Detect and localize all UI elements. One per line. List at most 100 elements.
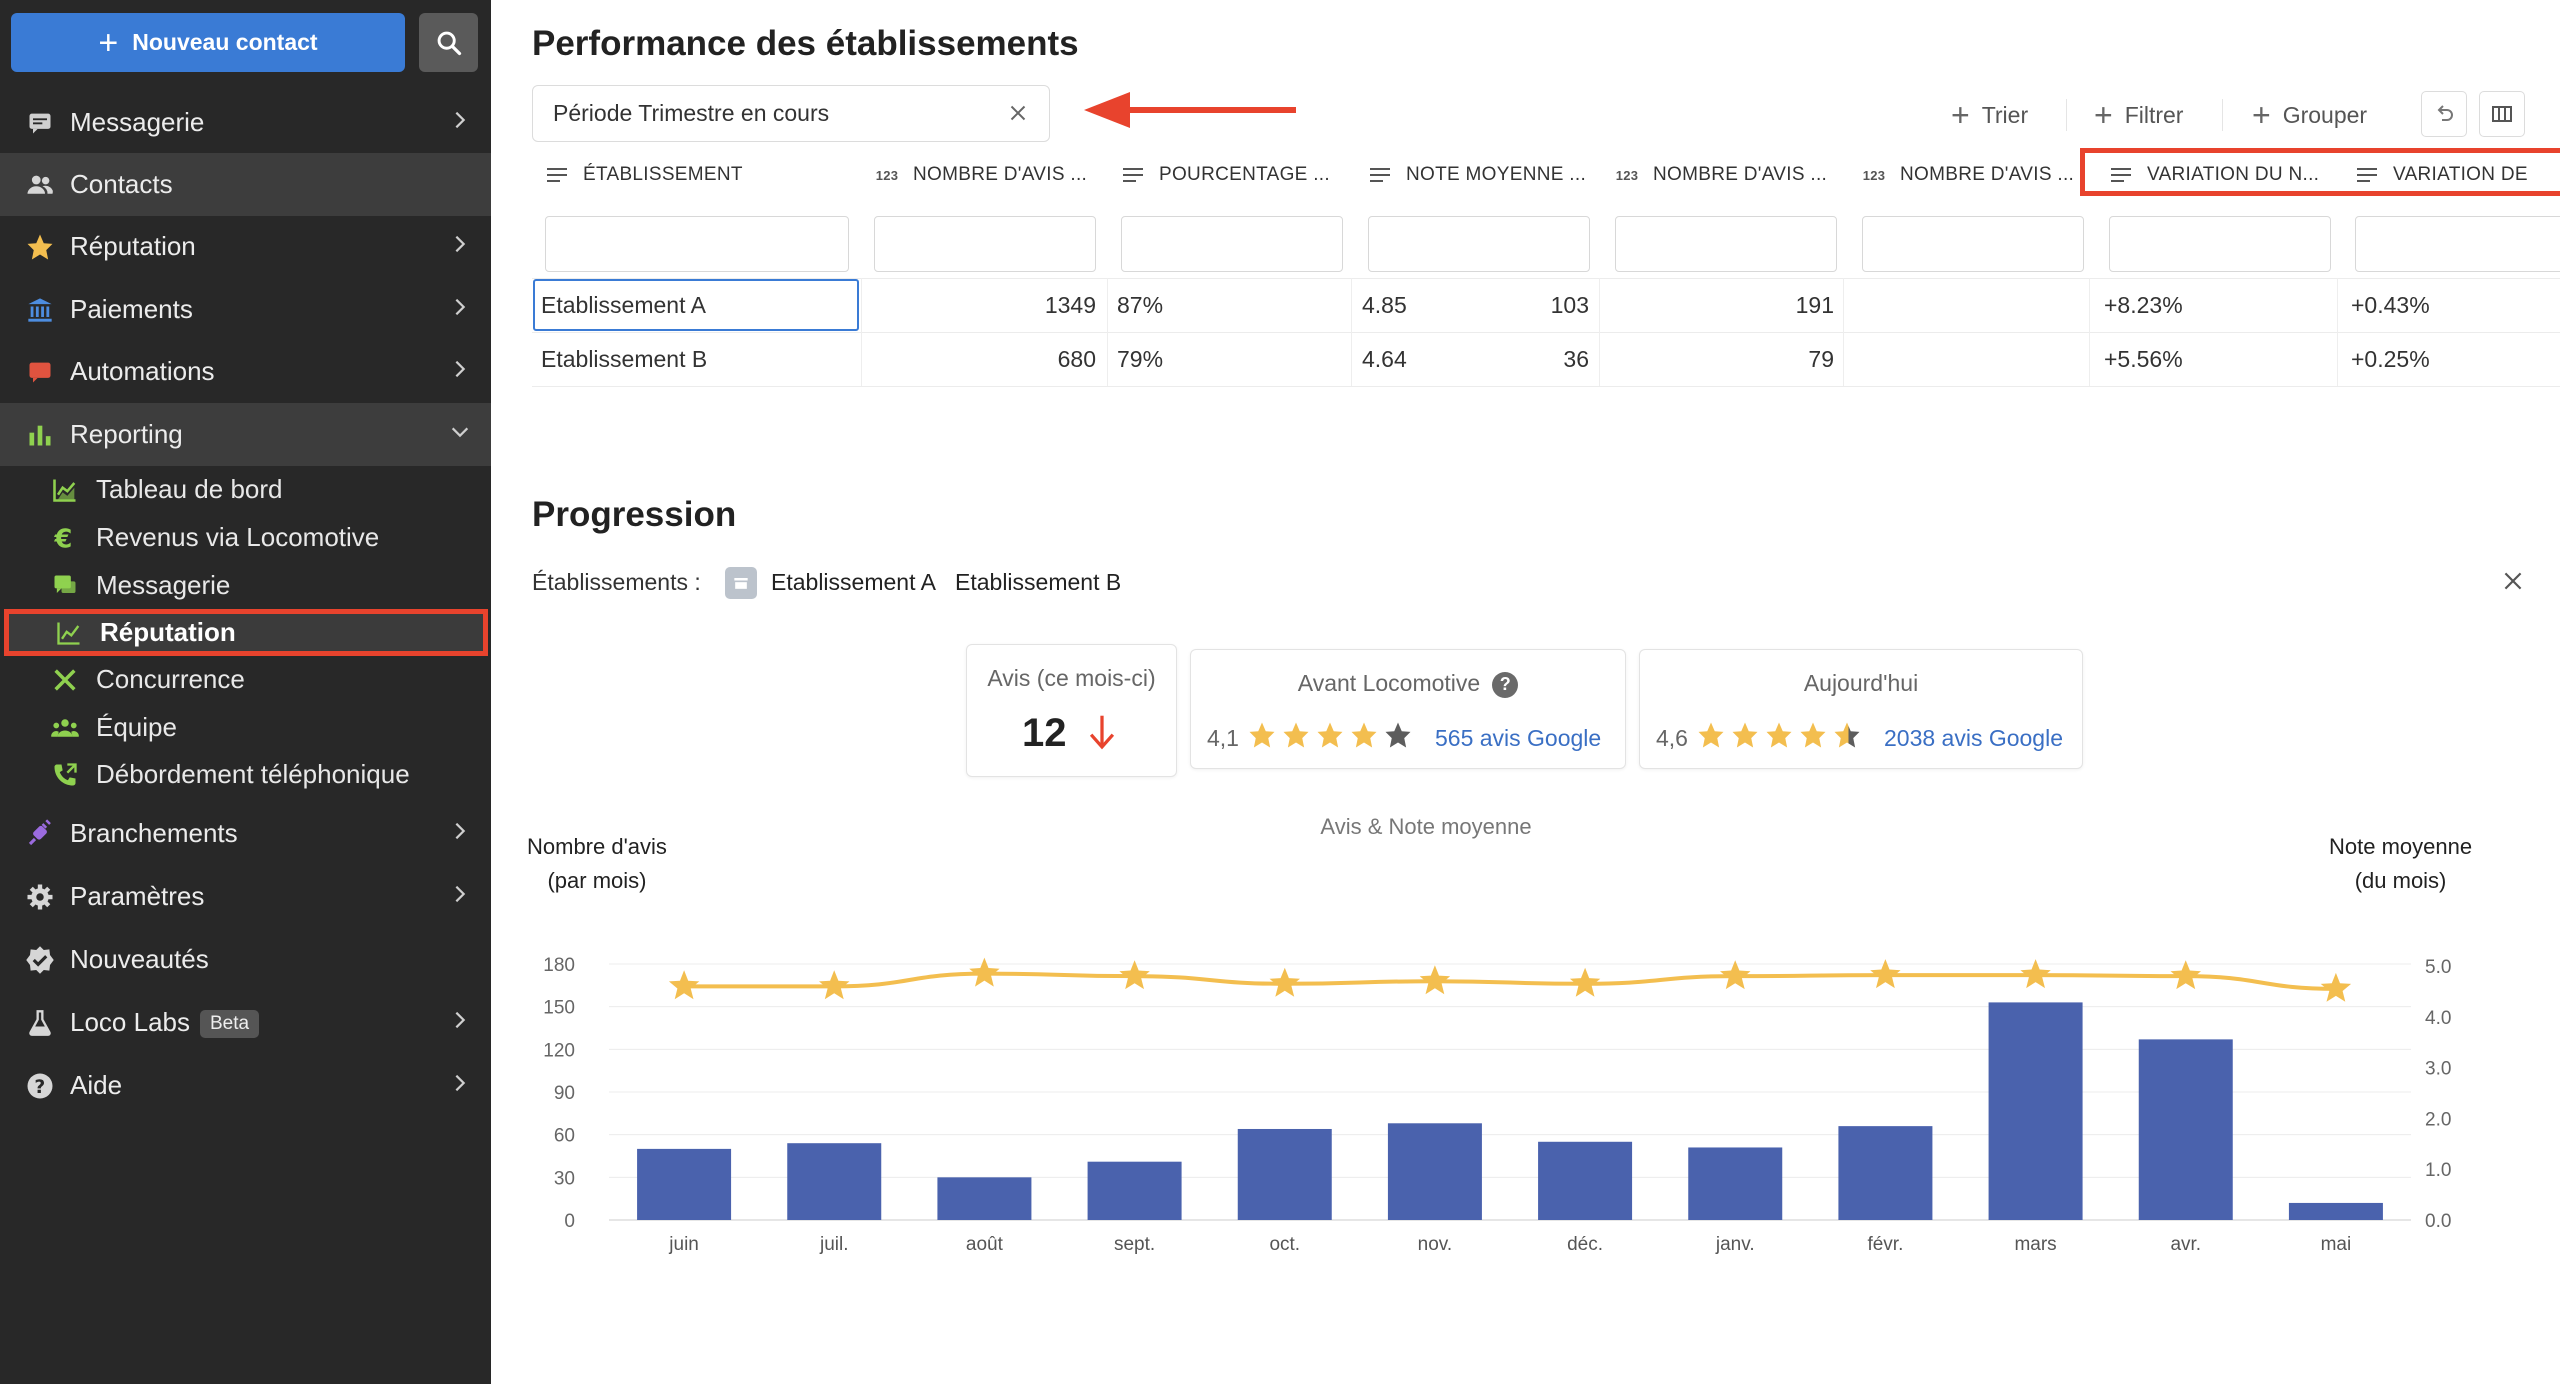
sidebar-item-nouveautés[interactable]: Nouveautés (0, 928, 491, 991)
chevron-right-icon (449, 356, 471, 387)
column-filter-input[interactable] (2355, 216, 2560, 272)
table-cell[interactable]: 103 (1550, 291, 1589, 318)
label-text: Automations (70, 356, 215, 386)
sidebar-item-tableau-de-bord[interactable]: Tableau de bord (0, 466, 491, 513)
undo-icon (2437, 105, 2453, 121)
rating-line (684, 971, 2336, 991)
sidebar-item-automations[interactable]: Automations (0, 340, 491, 403)
sidebar-item-messagerie[interactable]: Messagerie (0, 91, 491, 154)
sidebar-item-messagerie[interactable]: Messagerie (0, 562, 491, 609)
table-cell[interactable]: Etablissement A (541, 291, 706, 318)
table-cell[interactable]: +0.43% (2351, 291, 2430, 318)
sidebar-item-revenus-via-locomotive[interactable]: € Revenus via Locomotive (0, 514, 491, 561)
column-filter-input[interactable] (874, 216, 1096, 272)
close-icon[interactable] (2500, 568, 2526, 594)
column-header[interactable]: ÉTABLISSEMENT (545, 160, 743, 190)
table-cell[interactable]: 191 (1795, 291, 1834, 318)
table-cell[interactable]: 680 (1057, 345, 1096, 372)
search-button[interactable] (419, 13, 478, 72)
plus-icon: + (1951, 97, 1970, 133)
help-icon[interactable]: ? (1492, 671, 1519, 698)
column-filter-input[interactable] (1368, 216, 1590, 272)
sidebar-item-débordement-téléphonique[interactable]: Débordement téléphonique (0, 751, 491, 798)
label-text: Tableau de bord (96, 474, 283, 504)
star-icon (1730, 720, 1760, 756)
close-icon[interactable] (1005, 100, 1031, 126)
sidebar-item-label: Messagerie (96, 570, 230, 601)
bar (2138, 1039, 2233, 1220)
new-contact-button[interactable]: + Nouveau contact (11, 13, 405, 72)
column-header[interactable]: 123 NOMBRE D'AVIS ... (1862, 160, 2074, 190)
star-icon (1764, 720, 1794, 756)
y-axis-right-title: Note moyenne (du mois) (2329, 830, 2472, 898)
label-text: Débordement téléphonique (96, 759, 410, 789)
sidebar-item-paiements[interactable]: Paiements (0, 278, 491, 341)
star-icon (1383, 720, 1413, 756)
chat-bubble-icon (50, 571, 80, 601)
group-button[interactable]: + Grouper (2252, 95, 2367, 135)
google-reviews-link[interactable]: 2038 avis Google (1883, 724, 2063, 751)
google-reviews-link[interactable]: 565 avis Google (1434, 724, 1602, 751)
establishment-tag[interactable]: Etablissement B (955, 569, 1122, 595)
bar-chart-icon (24, 419, 56, 451)
sidebar-item-label: Débordement téléphonique (96, 759, 410, 790)
people-icon (24, 169, 56, 201)
column-header[interactable]: POURCENTAGE ... (1121, 160, 1330, 190)
column-filter-input[interactable] (1615, 216, 1837, 272)
column-header[interactable]: 123 NOMBRE D'AVIS ... (875, 160, 1087, 190)
table-cell[interactable]: +0.25% (2351, 345, 2430, 372)
y-axis-left-title: Nombre d'avis (par mois) (527, 830, 667, 898)
card-title: Avant Locomotive? (1191, 670, 1625, 698)
star-icon (1696, 720, 1726, 756)
sidebar-item-réputation[interactable]: Réputation (4, 609, 488, 656)
sidebar-item-concurrence[interactable]: Concurrence (0, 656, 491, 703)
sidebar-item-aide[interactable]: ? Aide (0, 1054, 491, 1117)
sidebar-item-branchements[interactable]: Branchements (0, 802, 491, 865)
team-icon (50, 713, 80, 743)
column-header-label: ÉTABLISSEMENT (583, 164, 743, 185)
table-cell[interactable]: 36 (1563, 345, 1589, 372)
column-filter-input[interactable] (1862, 216, 2084, 272)
column-filter-input[interactable] (545, 216, 849, 272)
column-header[interactable]: NOTE MOYENNE ... (1368, 160, 1586, 190)
column-filter-input[interactable] (2109, 216, 2331, 272)
sidebar-item-paramètres[interactable]: Paramètres (0, 865, 491, 928)
column-header[interactable]: VARIATION DU N... (2109, 160, 2319, 190)
label-text: Messagerie (96, 570, 231, 600)
table-cell[interactable]: 4.85 (1362, 291, 1407, 318)
column-header[interactable]: VARIATION DE (2355, 160, 2528, 190)
table-cell[interactable]: 79% (1117, 345, 1164, 372)
table-cell[interactable]: 79 (1808, 345, 1834, 372)
chat-icon (24, 107, 56, 139)
sort-button[interactable]: + Trier (1951, 95, 2028, 135)
sidebar-item-réputation[interactable]: Réputation (0, 215, 491, 278)
sidebar-item-contacts[interactable]: Contacts (0, 153, 491, 216)
table-cell[interactable]: 1349 (1044, 291, 1096, 318)
period-filter-chip[interactable]: Période Trimestre en cours (532, 85, 1050, 142)
reviews-month-card: Avis (ce mois-ci) 12 (966, 644, 1177, 777)
table-cell[interactable]: +5.56% (2104, 345, 2183, 372)
table-cell[interactable]: 87% (1117, 291, 1164, 318)
text-type-icon (1121, 166, 1145, 184)
sidebar-item-équipe[interactable]: Équipe (0, 704, 491, 751)
filter-button[interactable]: + Filtrer (2094, 95, 2183, 135)
sidebar-item-loco-labs[interactable]: Loco Labs Beta (0, 991, 491, 1054)
chevron-right-icon (449, 294, 471, 325)
table-cell[interactable]: Etablissement B (541, 345, 708, 372)
label-text: Messagerie (70, 107, 205, 137)
label-text: Loco Labs (70, 1006, 190, 1037)
group-label: Grouper (2282, 101, 2368, 128)
establishment-tag[interactable]: Etablissement A (771, 569, 936, 595)
y-right-tick-label: 5.0 (2425, 957, 2451, 978)
sidebar-item-reporting[interactable]: Reporting (0, 403, 491, 466)
undo-button[interactable] (2421, 91, 2467, 137)
x-tick-label: avr. (2170, 1234, 2201, 1255)
plus-icon: + (2252, 97, 2271, 133)
x-tick-label: mai (2321, 1234, 2352, 1255)
table-cell[interactable]: +8.23% (2104, 291, 2183, 318)
star-icon (1349, 720, 1379, 756)
column-header[interactable]: 123 NOMBRE D'AVIS ... (1615, 160, 1827, 190)
column-filter-input[interactable] (1121, 216, 1343, 272)
columns-button[interactable] (2479, 91, 2525, 137)
table-cell[interactable]: 4.64 (1362, 345, 1407, 372)
